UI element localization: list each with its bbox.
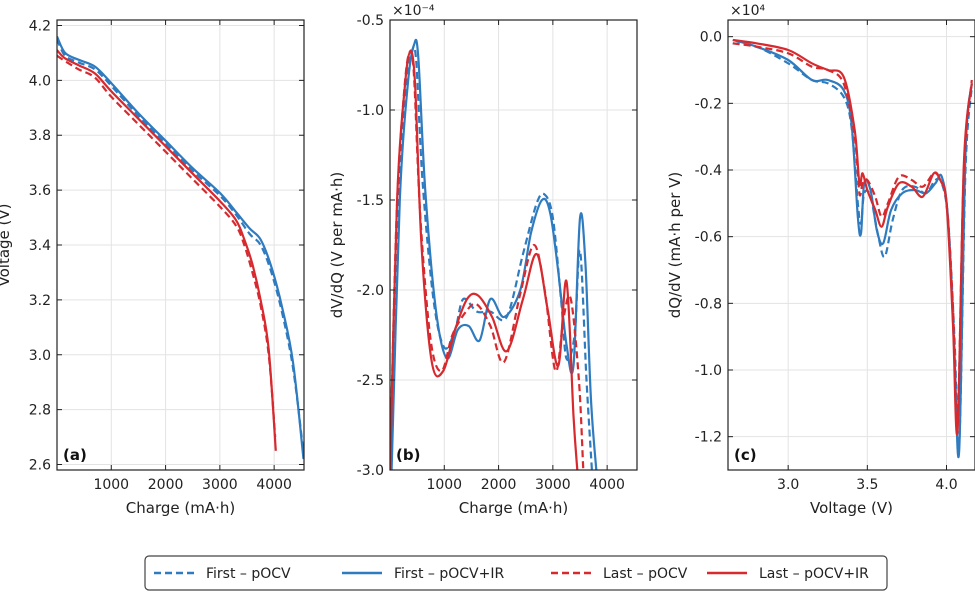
axis-scale-label: ×10⁻⁴ <box>392 3 435 19</box>
series-line-first-pocv-ir <box>732 38 973 459</box>
series-line-last-pocv <box>390 49 585 470</box>
legend-label: Last – pOCV+IR <box>759 566 869 582</box>
x-tick-label: 3000 <box>202 477 238 493</box>
x-tick-label: 1000 <box>93 477 129 493</box>
series-group <box>390 38 598 470</box>
y-tick-label: -0.2 <box>695 96 722 112</box>
chart-panel-1: 1000 2000 3000 4000 2.6 2.8 3.0 3.2 3.4 3.6 3.8 4.0… <box>0 18 305 517</box>
y-tick-label: -0.5 <box>357 13 384 29</box>
x-axis-label: Charge (mA·h) <box>459 499 568 517</box>
y-tick-label: -2.5 <box>357 373 384 389</box>
legend: First – pOCV First – pOCV+IR Last – pOCV La… <box>144 555 888 591</box>
series-line-first-pocv-ir <box>57 35 304 460</box>
legend-box <box>144 555 888 591</box>
y-tick-label: 4.0 <box>29 73 51 89</box>
panel-label: (c) <box>734 446 757 464</box>
series-line-last-pocv <box>57 54 277 438</box>
legend-entry: Last – pOCV+IR <box>707 566 869 582</box>
series-line-first-pocv <box>732 42 973 450</box>
y-tick-label: 3.8 <box>29 128 51 144</box>
series-group <box>57 35 304 460</box>
y-axis-label: dV/dQ (V per mA·h) <box>328 172 346 319</box>
series-line-last-pocv-ir <box>57 49 277 451</box>
x-tick-label: 2000 <box>148 477 184 493</box>
y-tick-label: -0.6 <box>695 230 722 246</box>
x-tick-label: 3000 <box>535 477 571 493</box>
legend-entry: Last – pOCV <box>551 566 688 582</box>
axes-frame <box>727 19 975 471</box>
chart-panel-2: 1000 2000 3000 4000 -3.0 -2.5 -2.0 -1.5 -1.0 -0.5… <box>328 3 638 517</box>
series-line-first-pocv <box>57 38 304 449</box>
legend-label: First – pOCV+IR <box>394 566 504 582</box>
y-tick-label: -1.0 <box>357 103 384 119</box>
y-tick-label: 3.2 <box>29 293 51 309</box>
legend-entry: First – pOCV <box>154 566 291 582</box>
y-tick-label: 4.2 <box>29 18 51 34</box>
x-tick-label: 1000 <box>426 477 462 493</box>
series-line-last-pocv <box>732 42 973 425</box>
y-tick-label: 0.0 <box>700 30 722 46</box>
y-tick-label: -1.0 <box>695 363 722 379</box>
x-axis-label: Voltage (V) <box>810 499 893 517</box>
series-line-last-pocv-ir <box>732 38 973 435</box>
y-tick-label: -1.5 <box>357 193 384 209</box>
legend-label: Last – pOCV <box>603 566 688 582</box>
panels: 1000 2000 3000 4000 2.6 2.8 3.0 3.2 3.4 3.6 3.8 4.0… <box>0 3 975 517</box>
x-tick-label: 3.0 <box>777 477 799 493</box>
panel-label: (a) <box>63 446 87 464</box>
x-tick-label: 3.5 <box>856 477 878 493</box>
y-tick-label: -0.4 <box>695 163 722 179</box>
y-axis-label: Voltage (V) <box>0 204 13 287</box>
y-tick-label: 3.6 <box>29 183 51 199</box>
x-tick-label: 4.0 <box>935 477 957 493</box>
y-tick-label: -0.8 <box>695 296 722 312</box>
series-line-last-pocv-ir <box>390 51 579 470</box>
legend-label: First – pOCV <box>206 566 291 582</box>
y-tick-label: 2.6 <box>29 458 51 474</box>
x-axis-label: Charge (mA·h) <box>126 499 235 517</box>
x-tick-label: 4000 <box>589 477 625 493</box>
y-tick-label: -2.0 <box>357 283 384 299</box>
y-axis-label: dQ/dV (mA·h per V) <box>666 172 684 319</box>
y-tick-label: 2.8 <box>29 403 51 419</box>
x-tick-label: 2000 <box>481 477 517 493</box>
series-group <box>732 38 973 459</box>
y-tick-label: -3.0 <box>357 463 384 479</box>
panel-label: (b) <box>396 446 420 464</box>
y-tick-label: -1.2 <box>695 430 722 446</box>
y-tick-label: 3.4 <box>29 238 51 254</box>
axis-scale-label: ×10⁴ <box>730 3 766 19</box>
chart-panel-3: 3.0 3.5 4.0 0.0 -0.2 -0.4 -0.6 -0.8 -1.0 -1.2 Volt… <box>666 3 975 517</box>
legend-entry: First – pOCV+IR <box>342 566 504 582</box>
axes-frame <box>389 19 638 471</box>
x-tick-label: 4000 <box>256 477 292 493</box>
series-line-first-pocv-ir <box>390 38 598 470</box>
y-tick-label: 3.0 <box>29 348 51 364</box>
